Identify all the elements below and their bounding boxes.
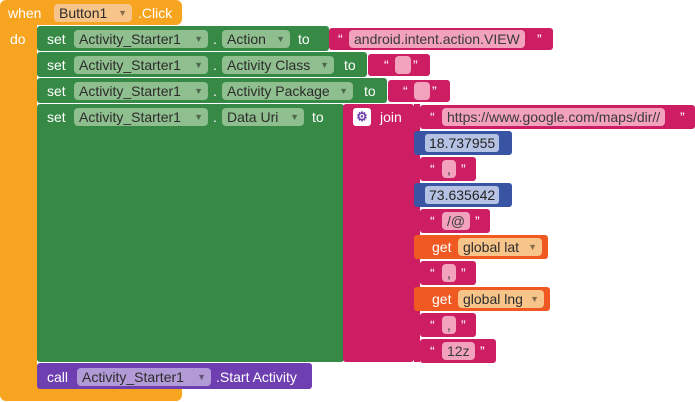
empty-text-field[interactable]: [414, 82, 430, 100]
close-quote: ”: [461, 317, 466, 333]
to-keyword: to: [298, 31, 310, 47]
close-quote: ”: [413, 57, 418, 73]
open-quote: “: [430, 343, 435, 359]
set-keyword: set: [47, 109, 66, 125]
get-keyword: get: [432, 291, 452, 307]
number-field[interactable]: 73.635642: [425, 186, 500, 204]
chevron-down-icon: ▼: [194, 34, 203, 44]
empty-text-field[interactable]: [395, 56, 411, 74]
open-quote: “: [430, 109, 435, 125]
component-name: Activity_Starter1: [79, 109, 181, 125]
chevron-down-icon: ▼: [197, 372, 206, 382]
close-quote: ”: [480, 343, 485, 359]
open-quote: “: [430, 161, 435, 177]
chevron-down-icon: ▼: [194, 112, 203, 122]
setter-block-data-uri[interactable]: [37, 104, 344, 362]
variable-name: global lng: [463, 291, 523, 307]
open-quote: “: [430, 213, 435, 229]
event-block-bottom-cap: [0, 386, 182, 401]
property-dropdown[interactable]: Activity Class ▼: [222, 56, 334, 74]
component-name: Activity_Starter1: [79, 83, 181, 99]
variable-name: global lat: [463, 239, 520, 255]
component-dropdown[interactable]: Activity_Starter1 ▼: [77, 368, 211, 386]
text-field[interactable]: 12z: [442, 342, 475, 360]
number-field[interactable]: 18.737955: [425, 134, 500, 152]
gear-icon[interactable]: ⚙: [353, 108, 371, 126]
property-dropdown[interactable]: Action ▼: [222, 30, 290, 48]
chevron-down-icon: ▼: [290, 112, 299, 122]
set-keyword: set: [47, 83, 66, 99]
variable-dropdown[interactable]: global lng ▼: [458, 290, 544, 308]
join-block[interactable]: [343, 104, 414, 362]
component-dropdown[interactable]: Activity_Starter1 ▼: [74, 108, 208, 126]
get-keyword: get: [432, 239, 452, 255]
open-quote: “: [384, 57, 389, 73]
text-field[interactable]: ,: [442, 264, 456, 282]
method-name: .Start Activity: [216, 369, 297, 385]
event-component-name: Button1: [59, 5, 108, 21]
close-quote: ”: [461, 265, 466, 281]
close-quote: ”: [461, 161, 466, 177]
text-field[interactable]: /@: [442, 212, 471, 230]
text-field[interactable]: https://www.google.com/maps/dir//: [442, 108, 666, 126]
open-quote: “: [338, 31, 343, 47]
close-quote: ”: [432, 83, 437, 99]
close-quote: ”: [537, 31, 542, 47]
variable-dropdown[interactable]: global lat ▼: [458, 238, 542, 256]
component-name: Activity_Starter1: [79, 31, 181, 47]
dot-separator: .: [213, 109, 217, 125]
property-dropdown[interactable]: Data Uri ▼: [222, 108, 304, 126]
open-quote: “: [403, 83, 408, 99]
to-keyword: to: [312, 109, 324, 125]
dot-separator: .: [213, 31, 217, 47]
event-component-dropdown[interactable]: Button1 ▼: [54, 4, 132, 22]
component-name: Activity_Starter1: [79, 57, 181, 73]
property-name: Data Uri: [227, 109, 279, 125]
property-dropdown[interactable]: Activity Package ▼: [222, 82, 353, 100]
chevron-down-icon: ▼: [118, 8, 127, 18]
close-quote: ”: [680, 109, 685, 125]
property-name: Activity Package: [227, 83, 330, 99]
text-field[interactable]: ,: [442, 316, 456, 334]
call-keyword: call: [47, 369, 69, 385]
close-quote: ”: [475, 213, 480, 229]
text-field[interactable]: android.intent.action.VIEW: [349, 30, 525, 48]
dot-separator: .: [213, 83, 217, 99]
join-keyword: join: [380, 109, 402, 125]
chevron-down-icon: ▼: [194, 86, 203, 96]
chevron-down-icon: ▼: [320, 60, 329, 70]
property-name: Action: [227, 31, 266, 47]
component-name: Activity_Starter1: [82, 369, 184, 385]
dot-separator: .: [213, 57, 217, 73]
component-dropdown[interactable]: Activity_Starter1 ▼: [74, 30, 208, 48]
chevron-down-icon: ▼: [194, 60, 203, 70]
chevron-down-icon: ▼: [339, 86, 348, 96]
set-keyword: set: [47, 57, 66, 73]
set-keyword: set: [47, 31, 66, 47]
component-dropdown[interactable]: Activity_Starter1 ▼: [74, 56, 208, 74]
to-keyword: to: [344, 57, 356, 73]
chevron-down-icon: ▼: [276, 34, 285, 44]
chevron-down-icon: ▼: [530, 294, 539, 304]
text-field[interactable]: ,: [442, 160, 456, 178]
component-dropdown[interactable]: Activity_Starter1 ▼: [74, 82, 208, 100]
event-name: .Click: [138, 5, 173, 21]
open-quote: “: [430, 265, 435, 281]
when-label: when: [8, 5, 42, 21]
to-keyword: to: [364, 83, 376, 99]
chevron-down-icon: ▼: [528, 242, 537, 252]
do-label: do: [10, 31, 26, 47]
property-name: Activity Class: [227, 57, 311, 73]
join-block-inputs-rail: [414, 104, 420, 362]
open-quote: “: [430, 317, 435, 333]
event-block-body-rail: [0, 20, 37, 396]
